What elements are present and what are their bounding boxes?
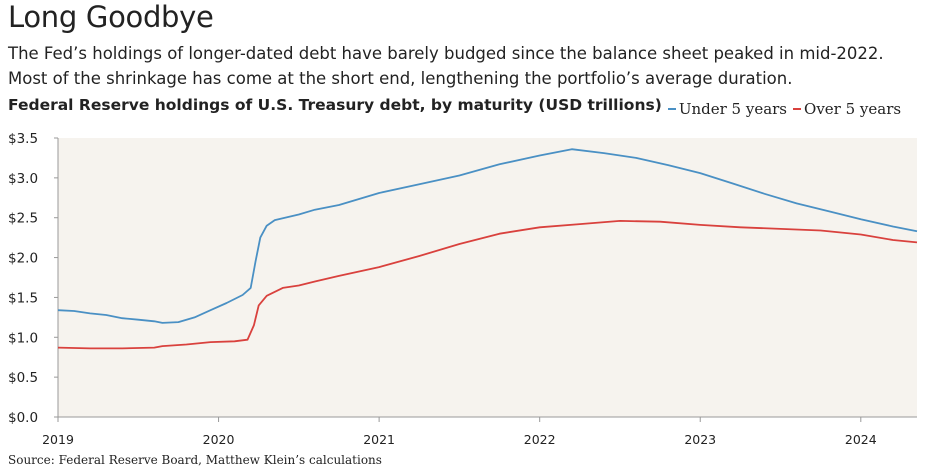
x-tick-label: 2023 xyxy=(684,432,716,447)
legend-label-over5: Over 5 years xyxy=(804,100,902,118)
y-tick-label: $2.5 xyxy=(8,211,38,227)
x-tick-label: 2020 xyxy=(203,432,235,447)
chart-header: Federal Reserve holdings of U.S. Treasur… xyxy=(8,96,907,118)
page-subtitle: The Fed’s holdings of longer-dated debt … xyxy=(8,44,884,88)
y-tick-label: $0.0 xyxy=(8,410,38,426)
legend-item-over5: Over 5 years xyxy=(793,100,901,118)
series-line-over5 xyxy=(57,220,918,350)
series-lines xyxy=(57,148,918,350)
legend-item-under5: Under 5 years xyxy=(667,100,788,118)
legend-swatch-over5 xyxy=(793,108,802,110)
y-tick-label: $1.5 xyxy=(8,290,38,306)
chart-title: Federal Reserve holdings of U.S. Treasur… xyxy=(8,96,662,114)
chart-legend: Under 5 years Over 5 years xyxy=(667,100,907,118)
chart: $0.0 $0.5 $1.0 $1.5 $2.0 $2.5 $3.0 $3.5 2019 2020… xyxy=(8,131,918,447)
y-tick-label: $2.0 xyxy=(8,251,38,267)
y-tick-label: $3.0 xyxy=(8,171,38,187)
x-tick-label: 2021 xyxy=(363,432,395,447)
legend-swatch-under5 xyxy=(667,108,676,110)
y-tick-label: $1.0 xyxy=(8,330,38,346)
page-title: Long Goodbye xyxy=(8,0,214,34)
y-tick-label: $0.5 xyxy=(8,370,38,386)
x-tick-label: 2019 xyxy=(42,432,74,447)
source-note: Source: Federal Reserve Board, Matthew K… xyxy=(8,453,382,467)
legend-label-under5: Under 5 years xyxy=(678,100,788,118)
x-tick-label: 2024 xyxy=(845,432,877,447)
x-tick-label: 2022 xyxy=(524,432,556,447)
plot-area xyxy=(58,138,917,417)
series-line-under5 xyxy=(57,148,918,324)
axes: $0.0 $0.5 $1.0 $1.5 $2.0 $2.5 $3.0 $3.5 2019 2020… xyxy=(8,131,917,447)
y-tick-label: $3.5 xyxy=(8,131,38,147)
